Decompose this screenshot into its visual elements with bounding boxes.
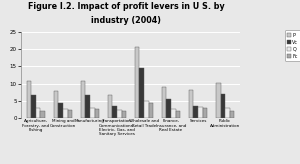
Bar [225,108,230,118]
Bar [148,102,153,118]
Bar [162,87,166,118]
Legend: P, Vc, Q, Fc: P, Vc, Q, Fc [285,30,300,61]
Bar [58,103,63,118]
Bar [54,91,58,118]
Bar [40,111,45,118]
Bar [216,83,220,118]
Bar [122,111,126,118]
Bar [176,111,180,118]
Bar [31,95,36,118]
Bar [140,68,144,118]
Text: industry (2004): industry (2004) [91,16,161,25]
Bar [220,94,225,118]
Text: Figure I.2. Impact of profit levers in U S. by: Figure I.2. Impact of profit levers in U… [28,2,224,11]
Bar [108,95,112,118]
Bar [135,47,140,118]
Bar [36,108,40,118]
Bar [203,108,207,118]
Bar [112,106,117,118]
Bar [68,110,72,118]
Bar [194,106,198,118]
Bar [189,90,194,118]
Bar [230,111,234,118]
Bar [171,109,176,118]
Bar [85,95,90,118]
Bar [167,99,171,118]
Bar [144,101,148,118]
Bar [94,109,99,118]
Bar [90,108,94,118]
Bar [117,111,122,118]
Bar [27,81,31,118]
Bar [81,82,85,118]
Bar [63,109,68,118]
Bar [198,107,203,118]
